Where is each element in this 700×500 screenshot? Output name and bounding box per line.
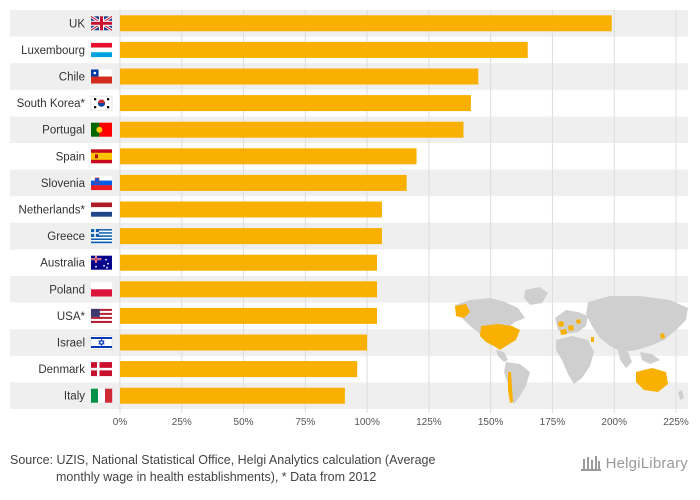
bar [120,281,377,298]
map-greenland [524,287,548,305]
portugal-flag-icon [91,122,112,137]
source-line-1: Source: UZIS, National Statistical Offic… [10,453,436,467]
map-europe-highlights [558,319,581,335]
map-chile [508,372,513,403]
map-europe [555,310,588,334]
flags [90,15,113,403]
x-tick-label: 125% [416,417,442,428]
bar [120,201,382,218]
category-labels: UK Luxembourg Chile South Korea* Portugal Spa… [17,18,86,402]
map-south-korea [660,333,665,339]
category-label: Netherlands* [19,205,86,217]
category-label: Greece [47,231,85,243]
italy-flag-icon [91,388,113,403]
category-label: Portugal [42,125,85,137]
bar [120,68,479,85]
category-label: Italy [64,391,85,403]
map-africa [556,336,594,384]
slovenia-flag-icon [91,175,112,191]
map-central-america [496,350,508,362]
category-label: Poland [49,284,85,296]
helgi-library-logo: HelgiLibrary [580,454,688,472]
category-label: Spain [56,151,85,163]
map-north-america [455,298,525,346]
bar [120,361,358,378]
category-label: Chile [59,72,85,84]
israel-flag-icon [90,335,113,350]
x-tick-label: 100% [354,417,380,428]
x-tick-label: 225% [663,417,689,428]
x-tick-label: 75% [295,417,315,428]
netherlands-flag-icon [91,202,112,217]
bar [120,228,382,245]
chile-flag-icon [91,69,112,84]
x-tick-label: 150% [478,417,504,428]
x-tick-label: 175% [540,417,566,428]
map-usa [480,324,520,350]
world-map [455,287,688,404]
denmark-flag-icon [91,362,112,377]
category-label: Slovenia [41,178,86,190]
source-line-2: monthly wage in health establishments), … [56,470,377,484]
map-israel [591,337,594,342]
logo-text: HelgiLibrary [605,454,688,472]
category-label: Australia [40,258,85,270]
bar [120,334,368,351]
category-label: Denmark [38,364,85,376]
spain-flag-icon [91,149,112,164]
poland-flag-icon [91,282,112,297]
x-tick-label: 200% [601,417,627,428]
luxembourg-flag-icon [91,42,112,58]
bar [120,148,417,165]
category-label: UK [69,18,85,30]
x-axis-ticks: 0% 25% 50% 75% 100% 125% 150% 175% 200% 225% [113,417,689,428]
south-korea-flag-icon [90,95,113,111]
bar [120,95,471,112]
bar [120,174,407,191]
bar [120,387,345,404]
x-tick-label: 25% [172,417,192,428]
uk-flag-icon [90,15,113,32]
bar-chart: UK Luxembourg Chile South Korea* Portugal Spa… [10,10,689,428]
usa-flag-icon [91,308,112,323]
map-australia [636,368,668,392]
bars [120,15,612,404]
x-tick-label: 0% [113,417,128,428]
bar [120,15,612,32]
bar [120,41,528,58]
bar [120,307,377,324]
map-alaska [455,304,470,318]
australia-flag-icon [91,255,112,270]
category-label: South Korea* [17,98,86,110]
greece-flag-icon [91,229,112,244]
map-new-zealand [678,390,684,400]
bar [120,254,377,271]
map-south-asia [618,350,660,368]
category-label: USA* [57,311,86,323]
x-tick-label: 50% [234,417,254,428]
library-building-icon [580,456,601,471]
category-label: Luxembourg [21,45,85,57]
source-note: Source: UZIS, National Statistical Offic… [10,452,530,486]
bar [120,121,464,138]
category-label: Israel [57,338,85,350]
